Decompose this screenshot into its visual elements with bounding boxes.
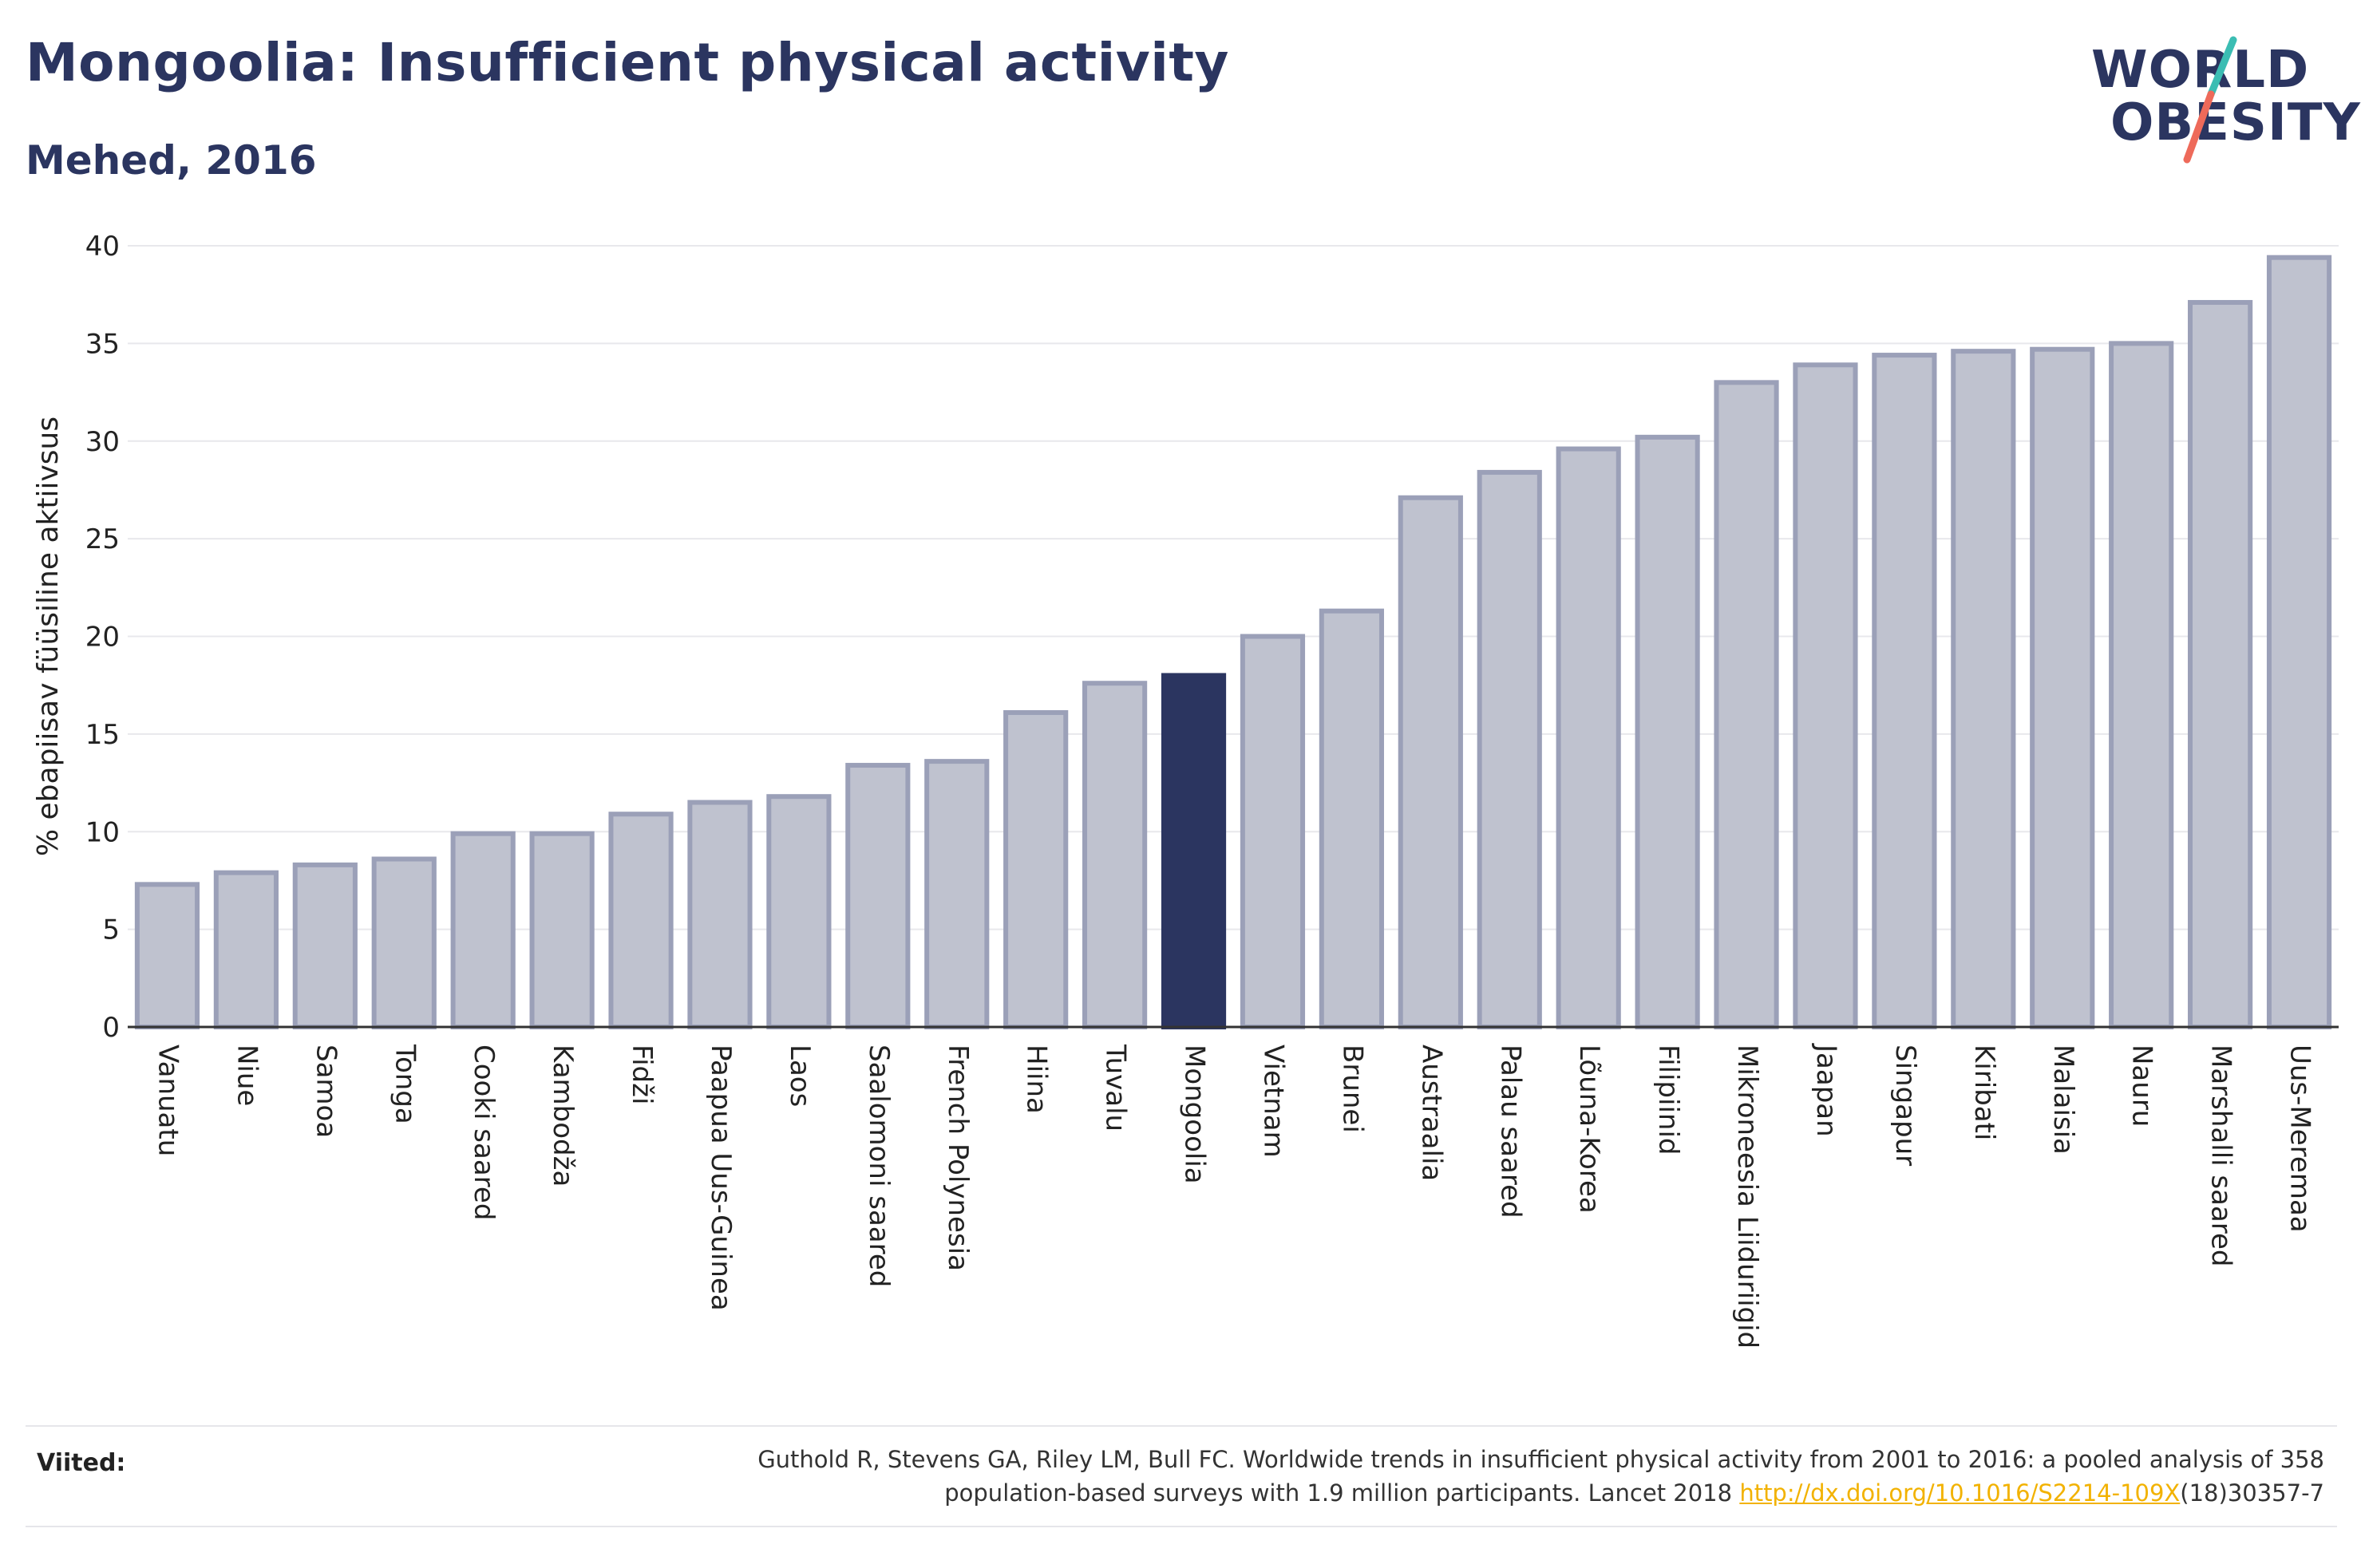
chart-title: Mongoolia: Insufficient physical activit… (26, 32, 1229, 93)
x-tick-label: Kambodža (547, 1045, 579, 1187)
bar (1556, 446, 1621, 1029)
x-tick-label: Lõuna-Korea (1573, 1045, 1605, 1214)
x-tick-label: Nauru (2126, 1045, 2158, 1127)
bar (134, 882, 200, 1030)
bar (1714, 380, 1779, 1029)
citation-text: Guthold R, Stevens GA, Riley LM, Bull FC… (488, 1443, 2324, 1510)
logo-text-line1: WORLD (2091, 41, 2310, 100)
bar (1635, 434, 1700, 1029)
x-tick-label: Paapua Uus-Guinea (705, 1045, 737, 1311)
bar (1240, 634, 1306, 1029)
bar (1793, 362, 1858, 1029)
y-tick-label: 5 (102, 914, 120, 946)
y-tick-label: 20 (85, 622, 120, 654)
bar-chart: 0 5 10 15 20 25 30 35 40 % ebapiisav füüsiline ak… (32, 231, 2339, 1349)
x-tick-label: Mongoolia (1179, 1045, 1211, 1184)
x-tick-label: Palau saared (1494, 1045, 1526, 1218)
x-tick-label: Niue (231, 1045, 263, 1106)
bar (1003, 709, 1069, 1029)
x-tick-label: Hiina (1021, 1045, 1053, 1114)
x-tick-label: Singapur (1889, 1045, 1921, 1166)
x-tick-label: Uus-Meremaa (2284, 1045, 2316, 1233)
x-tick-label: Fidži (626, 1045, 658, 1104)
bar (2109, 341, 2174, 1029)
citation-line-2-text: population-based surveys with 1.9 millio… (944, 1479, 1740, 1507)
x-tick-label: Filipiinid (1652, 1045, 1684, 1155)
citation-line-2: population-based surveys with 1.9 millio… (488, 1476, 2324, 1510)
bar (292, 862, 358, 1030)
y-tick-label: 35 (85, 328, 120, 360)
footer-divider-bottom (26, 1526, 2337, 1527)
x-tick-label: Samoa (310, 1045, 342, 1138)
bar (845, 763, 911, 1029)
x-tick-label: Mikroneesia Liiduriigid (1731, 1045, 1763, 1349)
citation-line-2-suffix: (18)30357-7 (2180, 1479, 2324, 1507)
bar (213, 870, 279, 1029)
bar (1477, 469, 1542, 1029)
bar (2188, 299, 2253, 1030)
citation-doi-link[interactable]: http://dx.doi.org/10.1016/S2214-109X (1739, 1479, 2181, 1507)
x-tick-label: Marshalli saared (2205, 1045, 2237, 1267)
bar (924, 759, 990, 1029)
footer-divider-top (26, 1425, 2337, 1427)
world-obesity-logo: WORLD OBESITY (2075, 32, 2360, 176)
x-tick-label: Tuvalu (1100, 1044, 1132, 1132)
x-tick-label: Austraalia (1415, 1045, 1447, 1181)
logo-slash-icon (2183, 36, 2237, 164)
chart-subtitle: Mehed, 2016 (26, 137, 317, 184)
bar (687, 800, 753, 1029)
bar (1082, 681, 1148, 1029)
y-tick-label: 40 (85, 231, 120, 263)
y-tick-label: 15 (85, 719, 120, 751)
x-tick-label: French Polynesia (942, 1045, 974, 1271)
bar (1872, 353, 1937, 1029)
x-tick-label: Brunei (1336, 1045, 1368, 1133)
x-tick-label: Cooki saared (468, 1045, 500, 1220)
y-tick-label: 25 (85, 523, 120, 555)
x-tick-label: Saalomoni saared (863, 1045, 895, 1287)
x-tick-label: Jaapan (1810, 1043, 1842, 1137)
bar (1319, 608, 1384, 1029)
bar (608, 812, 674, 1029)
citation-line-1: Guthold R, Stevens GA, Riley LM, Bull FC… (757, 1446, 2324, 1473)
bar (766, 794, 832, 1029)
y-tick-label: 0 (102, 1012, 120, 1044)
bar (529, 831, 595, 1030)
x-tick-label: Malaisia (2047, 1045, 2079, 1155)
x-tick-label: Vanuatu (152, 1045, 184, 1156)
x-tick-label: Tonga (389, 1044, 421, 1124)
bar (1398, 495, 1463, 1029)
y-tick-label: 10 (85, 816, 120, 848)
references-label: Viited: (37, 1449, 126, 1477)
y-tick-label: 30 (85, 426, 120, 458)
y-axis-label: % ebapiisav füüsiline aktiivsus (32, 417, 65, 856)
x-tick-label: Vietnam (1257, 1045, 1289, 1158)
bar (371, 856, 437, 1030)
bar (2030, 346, 2095, 1029)
bar (2266, 255, 2332, 1029)
x-tick-label: Laos (784, 1045, 816, 1107)
x-tick-label: Kiribati (1968, 1045, 2000, 1140)
bar (450, 831, 516, 1030)
bar (1161, 673, 1227, 1029)
bar (1951, 349, 2016, 1030)
logo-text-line2: OBESITY (2110, 93, 2361, 152)
